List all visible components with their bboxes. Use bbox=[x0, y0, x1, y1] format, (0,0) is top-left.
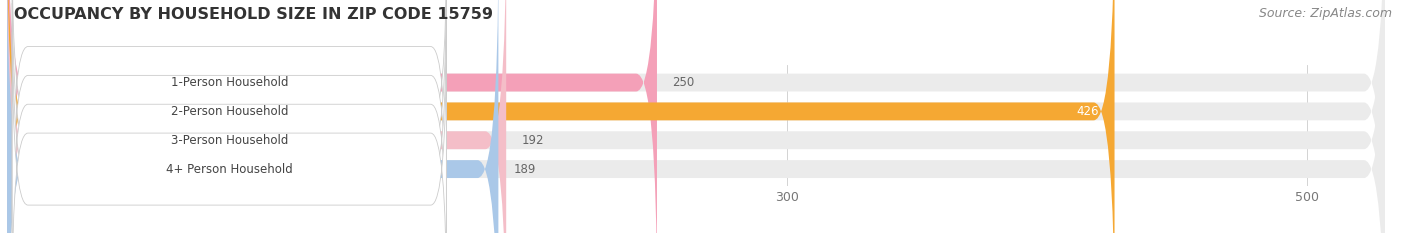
FancyBboxPatch shape bbox=[13, 0, 446, 233]
Text: 250: 250 bbox=[672, 76, 695, 89]
FancyBboxPatch shape bbox=[7, 0, 1385, 233]
FancyBboxPatch shape bbox=[7, 0, 1115, 233]
Text: 3-Person Household: 3-Person Household bbox=[170, 134, 288, 147]
FancyBboxPatch shape bbox=[7, 0, 1385, 233]
Text: 426: 426 bbox=[1077, 105, 1099, 118]
FancyBboxPatch shape bbox=[7, 0, 506, 233]
FancyBboxPatch shape bbox=[7, 0, 657, 233]
FancyBboxPatch shape bbox=[13, 32, 446, 233]
Text: 2-Person Household: 2-Person Household bbox=[170, 105, 288, 118]
FancyBboxPatch shape bbox=[7, 0, 1385, 233]
Text: 1-Person Household: 1-Person Household bbox=[170, 76, 288, 89]
Text: 4+ Person Household: 4+ Person Household bbox=[166, 163, 292, 176]
Text: Source: ZipAtlas.com: Source: ZipAtlas.com bbox=[1258, 7, 1392, 20]
FancyBboxPatch shape bbox=[7, 0, 498, 233]
FancyBboxPatch shape bbox=[13, 0, 446, 220]
FancyBboxPatch shape bbox=[7, 0, 1385, 233]
Text: OCCUPANCY BY HOUSEHOLD SIZE IN ZIP CODE 15759: OCCUPANCY BY HOUSEHOLD SIZE IN ZIP CODE … bbox=[14, 7, 494, 22]
FancyBboxPatch shape bbox=[13, 3, 446, 233]
Text: 192: 192 bbox=[522, 134, 544, 147]
Text: 189: 189 bbox=[515, 163, 536, 176]
